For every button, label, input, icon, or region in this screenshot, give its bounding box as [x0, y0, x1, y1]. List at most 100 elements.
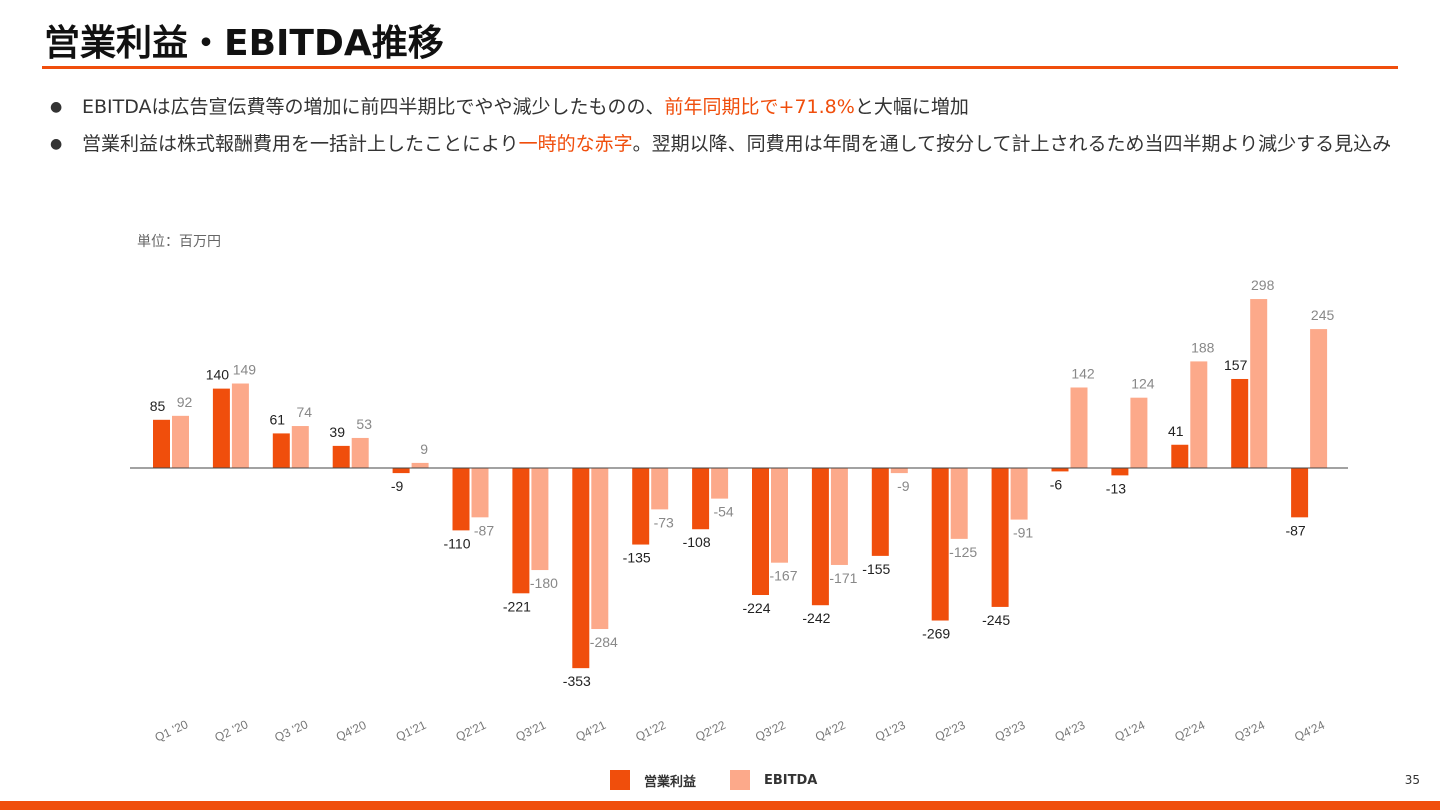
- op-profit-bar: [811, 468, 829, 606]
- x-tick-label: Q3 '20: [272, 717, 310, 745]
- legend-swatch: [730, 770, 751, 790]
- op-profit-bar: [1291, 468, 1309, 518]
- bullet-text: 営業利益は株式報酬費用を一括計上したことにより: [82, 133, 519, 155]
- legend: 営業利益 EBITDA: [610, 770, 817, 790]
- x-tick-label: Q3'24: [1232, 718, 1267, 744]
- x-tick-label: Q3'21: [514, 718, 549, 744]
- footer-band: [0, 801, 1440, 810]
- op-profit-data-label: -245: [982, 612, 1010, 628]
- ebitda-bar: [591, 468, 609, 630]
- legend-label: 営業利益: [644, 774, 697, 790]
- op-profit-bar: [1051, 468, 1069, 472]
- op-profit-data-label: 61: [270, 411, 286, 427]
- ebitda-data-label: -125: [949, 544, 977, 560]
- ebitda-bar: [830, 468, 848, 565]
- op-profit-data-label: 140: [206, 367, 230, 383]
- op-profit-bar: [1111, 468, 1129, 476]
- op-profit-data-label: -269: [922, 626, 950, 642]
- op-profit-bar: [692, 468, 710, 530]
- x-tick-label: Q1'23: [873, 718, 908, 744]
- op-profit-data-label: -6: [1050, 476, 1063, 492]
- x-tick-label: Q1'24: [1113, 718, 1148, 744]
- x-tick-label: Q4'24: [1292, 718, 1327, 744]
- ebitda-bar: [890, 468, 908, 474]
- ebitda-bar: [711, 468, 729, 499]
- ebitda-bar: [950, 468, 968, 539]
- ebitda-data-label: 149: [233, 362, 257, 378]
- ebitda-data-label: -91: [1013, 525, 1033, 541]
- op-profit-bar: [752, 468, 769, 596]
- ebitda-data-label: 53: [356, 416, 372, 432]
- ebitda-bar: [172, 415, 189, 468]
- op-profit-bar: [931, 468, 949, 621]
- legend-item-op: 営業利益: [610, 770, 696, 790]
- legend-item-ebitda: EBITDA: [730, 770, 817, 790]
- bullet-text: 。翌期以降、同費用は年間を通して按分して計上されるため当四半期より減少する見込み: [632, 133, 1392, 155]
- ebitda-data-label: -54: [713, 504, 733, 520]
- x-tick-label: Q4'23: [1053, 718, 1088, 744]
- op-profit-data-label: -353: [563, 673, 591, 689]
- ebitda-bar: [351, 437, 369, 468]
- ebitda-bar: [291, 426, 309, 468]
- ebitda-data-label: 188: [1191, 339, 1215, 355]
- x-tick-label: Q1'22: [633, 718, 668, 744]
- ebitda-data-label: 245: [1311, 307, 1335, 323]
- bullet-item: 営業利益は株式報酬費用を一括計上したことにより一時的な赤字。翌期以降、同費用は年…: [50, 129, 1420, 160]
- ebitda-data-label: 74: [297, 404, 313, 420]
- ebitda-bar: [1130, 397, 1148, 468]
- x-tick-label: Q3'23: [993, 718, 1028, 744]
- ebitda-bar: [651, 468, 669, 510]
- page-title: 営業利益・EBITDA推移: [44, 23, 444, 64]
- op-profit-bar: [272, 433, 290, 468]
- x-tick-label: Q2'22: [693, 718, 728, 744]
- op-profit-data-label: -87: [1285, 522, 1305, 538]
- op-profit-data-label: -135: [623, 550, 651, 566]
- bullet-highlight: 前年同期比で+71.8%: [664, 96, 855, 118]
- op-profit-data-label: 85: [150, 398, 166, 414]
- op-profit-bar: [452, 468, 470, 531]
- op-profit-data-label: 157: [1224, 357, 1248, 373]
- ebitda-data-label: -9: [897, 478, 910, 494]
- page-number: 35: [1404, 773, 1420, 787]
- legend-swatch: [610, 770, 630, 790]
- bullet-text: EBITDAは広告宣伝費等の増加に前四半期比でやや減少したものの、: [82, 96, 665, 118]
- op-profit-bar: [1171, 444, 1189, 468]
- ebitda-data-label: 9: [420, 441, 428, 457]
- bullet-list: EBITDAは広告宣伝費等の増加に前四半期比でやや減少したものの、前年同期比で+…: [50, 92, 1420, 166]
- op-profit-bar: [153, 419, 170, 468]
- ebitda-data-label: -73: [654, 514, 674, 530]
- op-profit-data-label: -9: [391, 478, 404, 494]
- op-profit-data-label: -224: [742, 600, 770, 616]
- op-profit-data-label: -110: [444, 535, 471, 551]
- ebitda-data-label: -167: [769, 568, 797, 584]
- ebitda-data-label: -171: [829, 570, 857, 586]
- ebitda-bar: [1070, 387, 1088, 468]
- op-profit-data-label: 39: [329, 424, 345, 440]
- x-tick-label: Q2'24: [1172, 718, 1207, 744]
- legend-label: EBITDA: [764, 772, 818, 788]
- ebitda-data-label: -87: [474, 522, 494, 538]
- op-profit-data-label: -221: [503, 598, 531, 614]
- ebitda-bar: [771, 468, 788, 563]
- ebitda-bar: [531, 468, 549, 571]
- op-profit-data-label: -13: [1106, 480, 1126, 496]
- op-profit-bar: [512, 468, 530, 594]
- ebitda-bar: [1250, 299, 1268, 468]
- x-tick-label: Q3'22: [753, 718, 788, 744]
- ebitda-bar: [411, 462, 429, 468]
- ebitda-data-label: 142: [1071, 365, 1095, 381]
- ebitda-bar: [471, 468, 489, 518]
- op-profit-bar: [991, 468, 1009, 607]
- x-tick-label: Q1'21: [394, 718, 429, 744]
- x-tick-label: Q4'20: [334, 718, 369, 744]
- title-divider: [42, 66, 1398, 69]
- op-profit-data-label: -155: [862, 561, 890, 577]
- op-profit-data-label: -242: [802, 610, 830, 626]
- op-profit-data-label: -108: [683, 534, 711, 550]
- op-profit-bar: [632, 468, 650, 545]
- ebitda-bar: [1310, 329, 1328, 468]
- op-profit-bar: [212, 388, 230, 468]
- ebitda-data-label: 298: [1251, 277, 1275, 293]
- bullet-text: と大幅に増加: [854, 96, 969, 118]
